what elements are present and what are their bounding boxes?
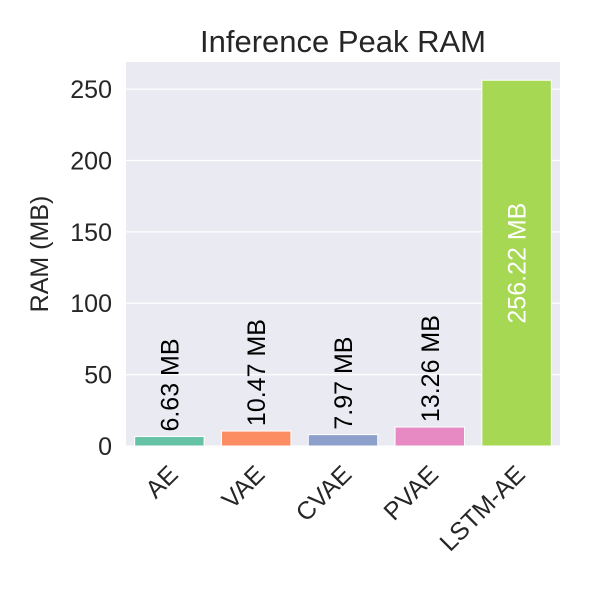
bar-vae	[220, 430, 292, 447]
bar-lstm-ae	[481, 79, 552, 447]
bar-pvae	[394, 426, 466, 447]
x-tick-label: VAE	[217, 460, 271, 514]
bar-value-label: 256.22 MB	[504, 203, 532, 324]
bar-data-labels: 6.63 MB 10.47 MB 7.97 MB 13.26 MB 256.22 MB	[156, 203, 531, 432]
bar-ae	[134, 436, 205, 447]
x-tick-label: AE	[140, 460, 183, 503]
bar-value-label: 6.63 MB	[156, 338, 184, 431]
x-tick-label: PVAE	[378, 460, 444, 526]
y-tick-label: 250	[70, 76, 112, 104]
x-tick-label: LSTM-AE	[434, 460, 530, 556]
chart-title: Inference Peak RAM	[200, 24, 486, 59]
bars	[134, 79, 552, 447]
bar-value-label: 13.26 MB	[417, 315, 445, 422]
y-tick-label: 200	[70, 147, 112, 175]
y-tick-label: 0	[98, 433, 112, 461]
y-axis-label: RAM (MB)	[26, 196, 54, 313]
bar-value-label: 10.47 MB	[243, 319, 271, 426]
y-tick-label: 150	[70, 219, 112, 247]
x-tick-label: CVAE	[291, 460, 358, 527]
bar-cvae	[307, 434, 379, 447]
bar-value-label: 7.97 MB	[330, 337, 358, 430]
y-tick-labels: 0 50 100 150 200 250	[70, 76, 112, 461]
y-tick-label: 50	[84, 362, 112, 390]
y-tick-label: 100	[70, 290, 112, 318]
